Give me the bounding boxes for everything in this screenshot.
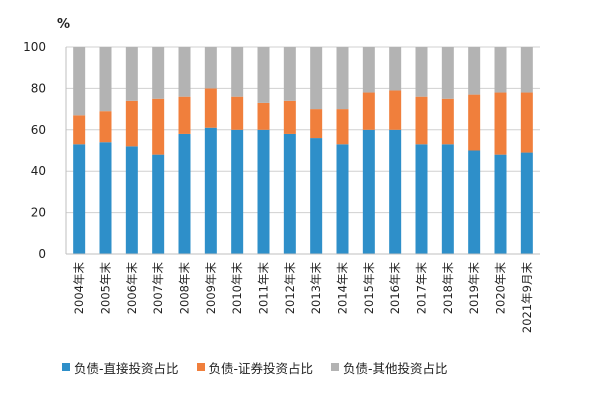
bar-segment-1 (310, 138, 323, 254)
legend: 负债-直接投资占比 负债-证券投资占比 负债-其他投资占比 (62, 356, 582, 378)
bar-segment-2 (152, 98, 165, 155)
legend-swatch (196, 363, 205, 371)
bar-segment-3 (310, 47, 323, 110)
bar-segment-2 (99, 111, 112, 143)
bar-segment-3 (152, 47, 165, 99)
bars (73, 47, 533, 254)
bar-segment-1 (494, 154, 507, 254)
legend-item-1: 负债-直接投资占比 (62, 358, 179, 377)
bar-segment-2 (125, 100, 138, 147)
x-tick-label: 2012年末 (283, 262, 297, 315)
y-tick-label: 100 (23, 40, 46, 54)
bar-segment-1 (362, 129, 375, 254)
bar-segment-3 (231, 47, 244, 97)
bar-segment-1 (415, 144, 428, 254)
bar-segment-1 (389, 129, 402, 254)
bar-segment-2 (73, 115, 86, 145)
x-tick-label: 2004年末 (72, 262, 86, 315)
bar-segment-2 (494, 92, 507, 155)
bar-segment-2 (283, 100, 296, 134)
bar-segment-3 (204, 47, 217, 89)
bar-segment-2 (441, 98, 454, 145)
bar-segment-2 (204, 88, 217, 128)
legend-swatch (331, 363, 340, 371)
bar-segment-3 (520, 47, 533, 93)
bar-segment-2 (310, 109, 323, 139)
y-unit-label: % (57, 17, 70, 32)
bar-segment-3 (178, 47, 191, 97)
bar-segment-3 (441, 47, 454, 99)
x-tick-label: 2005年末 (99, 262, 113, 315)
x-tick-label: 2011年末 (257, 262, 271, 315)
bar-segment-2 (389, 90, 402, 130)
bar-segment-2 (231, 96, 244, 130)
bar-segment-3 (283, 47, 296, 101)
legend-swatch (62, 363, 70, 371)
bar-segment-1 (283, 133, 296, 254)
bar-segment-2 (468, 94, 481, 151)
bar-segment-3 (257, 47, 270, 103)
y-tick-label: 0 (38, 247, 46, 261)
bar-segment-3 (125, 47, 138, 101)
bar-segment-3 (389, 47, 402, 91)
bar-segment-1 (178, 133, 191, 254)
bar-segment-3 (415, 47, 428, 97)
y-tick-label: 60 (31, 123, 46, 137)
bar-segment-1 (468, 150, 481, 254)
x-tick-label: 2006年末 (125, 262, 139, 315)
bar-segment-1 (257, 129, 270, 254)
bar-segment-1 (73, 144, 86, 254)
x-tick-label: 2017年末 (415, 262, 429, 315)
legend-label: 负债-直接投资占比 (74, 360, 179, 376)
x-tick-label: 2009年末 (204, 262, 218, 315)
y-tick-label: 40 (31, 164, 46, 178)
x-tick-label: 2020年末 (494, 262, 508, 315)
x-tick-label: 2008年末 (178, 262, 192, 315)
bar-segment-3 (336, 47, 349, 110)
x-tick-label: 2007年末 (151, 262, 165, 315)
bar-segment-1 (125, 146, 138, 254)
y-axis: 0 20 40 60 80 100 (23, 40, 540, 261)
x-tick-label: 2021年9月末 (520, 262, 534, 334)
bar-segment-2 (257, 102, 270, 130)
y-tick-label: 20 (31, 206, 46, 220)
bar-segment-2 (178, 96, 191, 134)
bar-segment-2 (362, 92, 375, 130)
x-tick-label: 2019年末 (467, 262, 481, 315)
legend-label: 负债-证券投资占比 (208, 360, 314, 376)
bar-segment-3 (494, 47, 507, 93)
bar-segment-1 (336, 144, 349, 254)
x-axis: 2004年末 2005年末 2006年末 2007年末 2008年末 2009年末 2010… (72, 262, 534, 334)
bar-segment-1 (231, 129, 244, 254)
bar-segment-1 (99, 142, 112, 254)
bar-segment-2 (415, 96, 428, 145)
bar-segment-1 (520, 152, 533, 254)
legend-item-3: 负债-其他投资占比 (331, 358, 448, 377)
x-tick-label: 2014年末 (336, 262, 350, 315)
bar-segment-3 (468, 47, 481, 95)
bar-segment-3 (73, 47, 86, 116)
legend-item-2: 负债-证券投资占比 (196, 358, 314, 377)
bar-segment-1 (152, 154, 165, 254)
bar-segment-2 (336, 109, 349, 145)
bar-segment-2 (520, 92, 533, 153)
bar-segment-3 (362, 47, 375, 93)
x-tick-label: 2013年末 (309, 262, 323, 315)
x-tick-label: 2016年末 (388, 262, 402, 315)
x-tick-label: 2018年末 (441, 262, 455, 315)
legend-label: 负债-其他投资占比 (343, 360, 448, 376)
bar-segment-1 (441, 144, 454, 254)
y-tick-label: 80 (31, 81, 46, 95)
bar-segment-1 (204, 127, 217, 254)
bar-segment-3 (99, 47, 112, 112)
x-tick-label: 2010年末 (230, 262, 244, 315)
x-tick-label: 2015年末 (362, 262, 376, 315)
